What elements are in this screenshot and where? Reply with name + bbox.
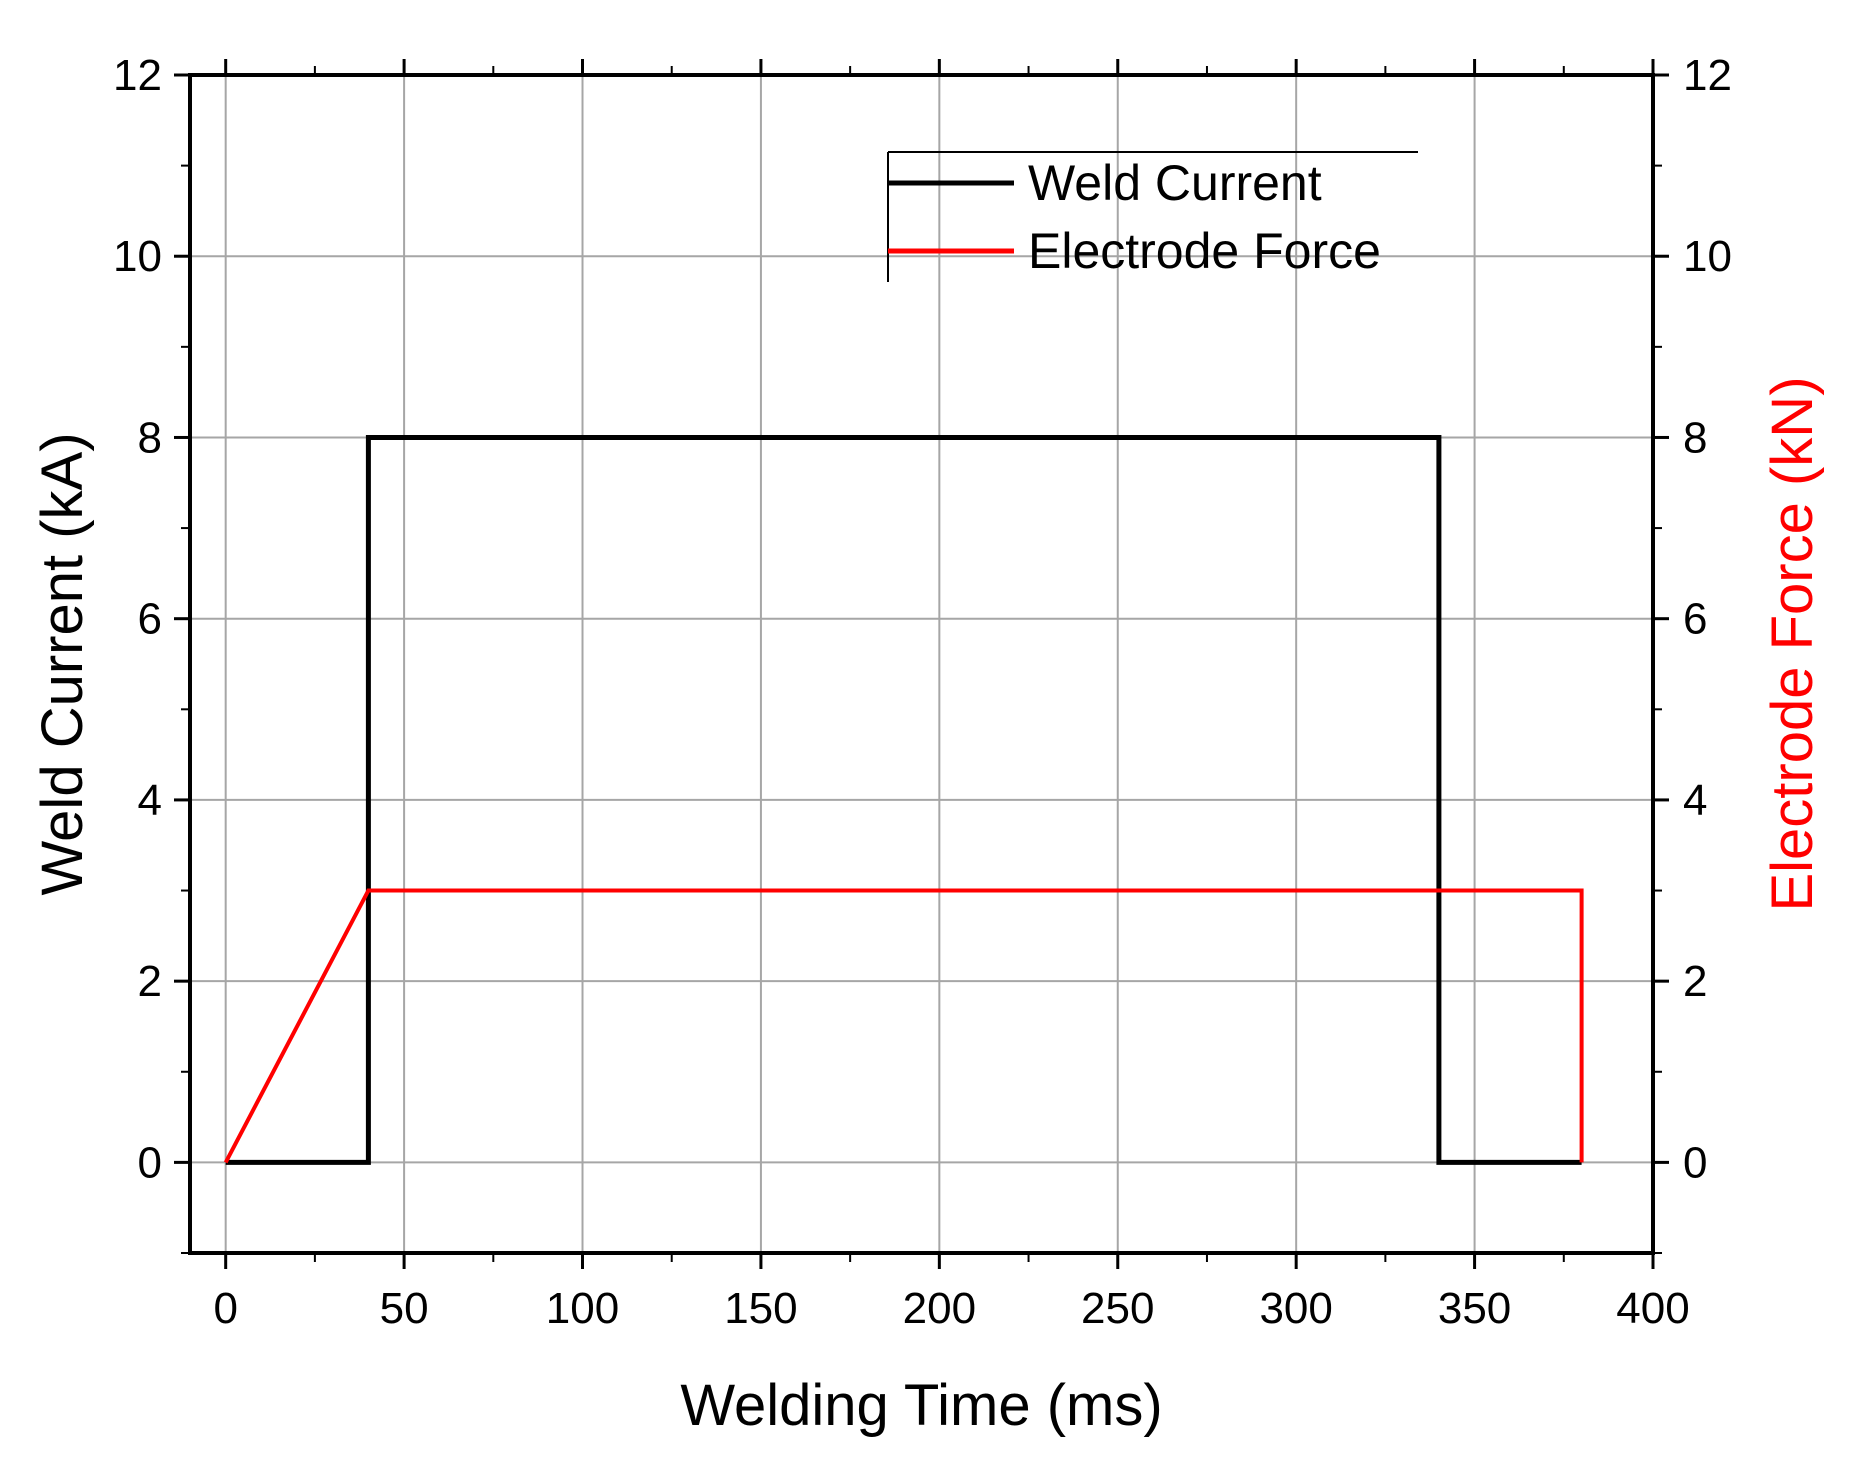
y2-tick-label: 12 bbox=[1683, 51, 1732, 100]
y2-tick-label: 6 bbox=[1683, 595, 1707, 644]
plot-frame bbox=[188, 73, 1655, 1255]
x-axis-title: Welding Time (ms) bbox=[680, 1373, 1162, 1438]
x-tick-label: 350 bbox=[1438, 1284, 1511, 1333]
y-tick-label: 2 bbox=[138, 957, 162, 1006]
y2-tick-label: 0 bbox=[1683, 1138, 1707, 1187]
axes bbox=[188, 73, 1655, 1255]
y2-axis-title: Electrode Force (kN) bbox=[1760, 376, 1825, 911]
y-tick-label: 6 bbox=[138, 595, 162, 644]
y2-tick-label: 8 bbox=[1683, 413, 1707, 462]
series-line-electrode-force bbox=[223, 888, 1584, 1164]
legend: Weld Current Electrode Force bbox=[887, 151, 1418, 282]
y2-tick-label: 2 bbox=[1683, 957, 1707, 1006]
x-tick-label: 250 bbox=[1081, 1284, 1154, 1333]
y-tick-label: 10 bbox=[113, 232, 162, 281]
y-tick-label: 12 bbox=[113, 51, 162, 100]
legend-label-weld-current: Weld Current bbox=[1028, 155, 1322, 211]
y-tick-label: 4 bbox=[138, 776, 162, 825]
legend-label-electrode-force: Electrode Force bbox=[1028, 223, 1381, 279]
x-tick-label: 50 bbox=[380, 1284, 429, 1333]
ticks bbox=[174, 59, 1669, 1269]
x-tick-label: 100 bbox=[546, 1284, 619, 1333]
x-tick-label: 300 bbox=[1259, 1284, 1332, 1333]
x-tick-label: 200 bbox=[903, 1284, 976, 1333]
x-tick-label: 150 bbox=[724, 1284, 797, 1333]
x-tick-label: 400 bbox=[1616, 1284, 1689, 1333]
y-tick-label: 0 bbox=[138, 1138, 162, 1187]
series-lines bbox=[223, 435, 1584, 1165]
y-tick-label: 8 bbox=[138, 413, 162, 462]
x-tick-label: 0 bbox=[213, 1284, 237, 1333]
tick-labels: 0 50 100 150 200 250 300 350 400 0 2 4 6 8 10 12 0 2 4 6 8 10… bbox=[113, 51, 1732, 1333]
y-axis-title: Weld Current (kA) bbox=[30, 432, 95, 895]
y2-tick-label: 10 bbox=[1683, 232, 1732, 281]
y2-tick-label: 4 bbox=[1683, 776, 1707, 825]
series-line-weld-current bbox=[225, 435, 1582, 1165]
